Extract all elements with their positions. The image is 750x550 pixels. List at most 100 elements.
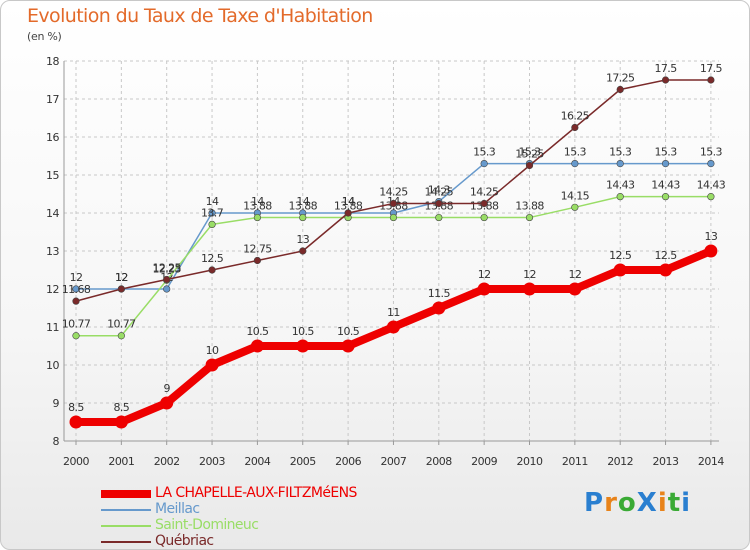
data-label: 12 <box>568 268 581 281</box>
data-label: 17.5 <box>655 62 678 75</box>
x-tick-label: 2010 <box>517 455 543 468</box>
data-label: 14.25 <box>425 186 454 199</box>
data-label: 14.43 <box>606 179 635 192</box>
data-label: 10 <box>206 344 219 357</box>
data-point <box>571 203 579 211</box>
x-tick-label: 2009 <box>471 455 497 468</box>
data-label: 14.43 <box>651 179 680 192</box>
data-label: 11.5 <box>428 287 451 300</box>
data-point <box>480 199 488 208</box>
data-point <box>525 161 534 170</box>
x-tick-label: 2002 <box>154 455 180 468</box>
data-label: 11 <box>387 306 400 319</box>
data-point <box>704 244 718 258</box>
data-label: 10.77 <box>62 318 91 331</box>
x-tick-label: 2008 <box>426 455 452 468</box>
data-point <box>117 285 125 293</box>
data-point <box>659 263 673 277</box>
data-point <box>253 213 261 222</box>
data-point <box>525 213 534 222</box>
data-label: 14 <box>296 195 309 208</box>
y-tick-label: 12 <box>46 283 59 296</box>
logo-letter: X <box>636 488 658 518</box>
legend-swatch <box>101 541 151 543</box>
data-label: 8.5 <box>113 401 129 414</box>
legend-label: LA CHAPELLE-AUX-FILTZMéENS <box>155 485 357 501</box>
data-point <box>253 256 261 265</box>
data-label: 14 <box>206 195 219 208</box>
data-point <box>208 220 216 228</box>
data-point <box>568 282 582 296</box>
data-label: 13 <box>704 230 717 243</box>
data-label: 13.88 <box>243 200 272 213</box>
y-tick-label: 14 <box>46 207 59 220</box>
data-point <box>480 160 488 168</box>
x-tick-label: 2013 <box>653 455 679 468</box>
data-label: 17.25 <box>606 72 635 85</box>
data-point <box>389 199 398 208</box>
data-label: 12.25 <box>152 262 181 275</box>
data-point <box>477 282 491 296</box>
logo-letter: t <box>667 488 682 518</box>
data-label: 15.3 <box>473 146 496 159</box>
x-tick-label: 2007 <box>380 455 406 468</box>
data-label: 12.5 <box>655 249 678 262</box>
data-point <box>480 213 488 222</box>
data-label: 14.3 <box>428 184 451 197</box>
data-point <box>707 193 715 201</box>
data-point <box>386 320 400 334</box>
data-point <box>69 415 83 429</box>
x-tick-label: 2003 <box>199 455 225 468</box>
data-point <box>616 193 624 201</box>
data-point <box>616 160 624 168</box>
data-point <box>72 332 80 340</box>
data-label: 14.25 <box>379 186 408 199</box>
data-point <box>117 332 125 340</box>
legend-label: Saint-Domineuc <box>155 517 259 533</box>
data-label: 14.15 <box>561 189 590 202</box>
data-point <box>571 123 579 132</box>
data-label: 15.3 <box>700 146 723 159</box>
data-label: 17.5 <box>700 62 723 75</box>
y-tick-label: 15 <box>46 169 59 182</box>
data-label: 12 <box>115 271 128 284</box>
data-label: 13.7 <box>201 206 224 219</box>
data-label: 12.75 <box>243 243 272 256</box>
data-label: 12 <box>115 271 128 284</box>
data-point <box>613 263 627 277</box>
x-tick-label: 2001 <box>108 455 134 468</box>
data-label: 12 <box>70 271 83 284</box>
x-tick-label: 2000 <box>63 455 89 468</box>
y-tick-label: 13 <box>46 245 59 258</box>
data-point <box>72 285 80 293</box>
data-point <box>707 76 715 84</box>
y-tick-label: 18 <box>46 55 59 68</box>
chart-title: Evolution du Taux de Taxe d'Habitation <box>27 5 373 27</box>
data-point <box>344 209 352 217</box>
logo-letter: i <box>681 488 692 518</box>
logo-letter: i <box>657 488 668 518</box>
data-label: 12 <box>478 268 491 281</box>
data-point <box>435 199 443 208</box>
y-tick-label: 16 <box>46 131 59 144</box>
data-label: 14 <box>342 195 355 208</box>
legend-swatch <box>101 509 151 511</box>
data-label: 11.68 <box>62 283 91 296</box>
legend-swatch <box>101 490 151 498</box>
data-label: 15.3 <box>564 146 587 159</box>
data-label: 12.5 <box>201 252 224 265</box>
proxiti-logo: ProXiti <box>584 488 691 518</box>
data-point <box>163 275 171 284</box>
data-point <box>571 160 579 168</box>
x-tick-label: 2005 <box>290 455 316 468</box>
data-label: 10.5 <box>246 325 269 338</box>
data-label: 15.25 <box>515 148 544 161</box>
y-tick-label: 10 <box>46 359 59 372</box>
data-point <box>661 160 670 168</box>
data-point <box>299 213 307 222</box>
data-point <box>707 160 715 168</box>
y-tick-label: 11 <box>46 321 59 334</box>
data-label: 12.5 <box>609 249 632 262</box>
